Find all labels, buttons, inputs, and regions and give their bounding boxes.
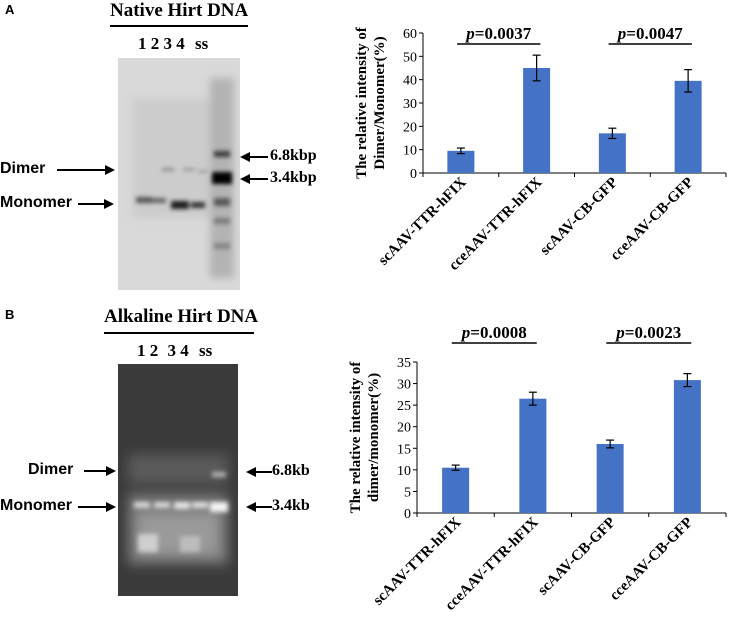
y-axis-label: The relative intensity of dimer/monomer(%…: [348, 361, 382, 514]
y-tick-label: 30: [403, 97, 417, 112]
bar: [442, 467, 470, 513]
p-value-label: p=0.0037: [464, 24, 531, 43]
marker-6-8kbp-label: 6.8kbp: [270, 147, 317, 164]
y-tick-label: 10: [397, 464, 411, 479]
lane-label: ss: [195, 34, 209, 53]
lane-label: 2: [150, 34, 160, 53]
lane-labels-native: 1 2 3 4 ss: [138, 34, 208, 54]
blot-title-alkaline: Alkaline Hirt DNA: [104, 306, 259, 327]
marker-arrow-icon: [240, 174, 268, 184]
blot-title-rule: [110, 25, 248, 27]
lane-label: 4: [176, 34, 185, 53]
blot-title-rule: [104, 332, 254, 334]
bar: [596, 443, 624, 513]
bar: [674, 80, 702, 173]
monomer-label: Monomer: [0, 194, 72, 211]
monomer-label: Monomer: [0, 497, 72, 514]
y-axis-label-line: The relative intensity of: [354, 26, 370, 179]
p-value-label: p=0.0047: [616, 24, 683, 43]
dimer-label: Dimer: [28, 461, 74, 478]
bar-chart-dimer-monomer-native: 0102030405060scAAV-TTR-hFIXcceAAV-TTR-hF…: [354, 24, 727, 274]
lane-label: ss: [199, 341, 213, 360]
lane-label: 3: [167, 341, 177, 360]
lane-label: 1: [138, 34, 147, 53]
bar: [673, 380, 701, 513]
monomer-arrow-icon: [78, 199, 114, 209]
y-tick-label: 40: [403, 74, 417, 89]
x-category-label: scAAV-CB-GFP: [537, 175, 621, 259]
y-axis-label-line: Dimer/Monomer(%): [372, 36, 388, 169]
native-blot-image: [118, 58, 240, 290]
y-axis-label: The relative intensity of Dimer/Monomer(%…: [354, 26, 388, 179]
monomer-arrow-icon: [78, 502, 116, 512]
marker-arrow-icon: [246, 467, 272, 477]
y-tick-label: 50: [403, 50, 417, 65]
dimer-label: Dimer: [0, 160, 46, 177]
dimer-arrow-icon: [57, 165, 115, 175]
alkaline-gel-image: [118, 364, 238, 596]
y-tick-label: 60: [403, 27, 417, 42]
marker-arrow-icon: [246, 502, 272, 512]
y-tick-label: 5: [404, 485, 411, 500]
marker-3-4kb-label: 3.4kb: [272, 497, 310, 514]
lane-label: 2: [149, 341, 159, 360]
x-category-label: cceAAV-CB-GFP: [608, 175, 697, 264]
bar: [598, 133, 626, 173]
lane-labels-alkaline: 1 2 3 4 ss: [137, 341, 212, 361]
marker-6-8kb-label: 6.8kb: [272, 462, 310, 479]
y-tick-label: 0: [404, 507, 411, 522]
y-tick-label: 0: [410, 167, 417, 182]
p-value-label: p=0.0023: [614, 323, 681, 342]
y-axis-label-line: dimer/monomer(%): [366, 373, 382, 502]
bar: [447, 150, 475, 173]
y-tick-label: 30: [397, 378, 411, 393]
bar: [523, 68, 551, 173]
y-tick-label: 35: [397, 356, 411, 371]
y-axis-label-line: The relative intensity of: [348, 361, 364, 514]
y-tick-label: 10: [403, 144, 417, 159]
dimer-arrow-icon: [84, 466, 116, 476]
panel-letter-a: A: [5, 2, 15, 17]
panel-letter-b: B: [5, 307, 15, 322]
lane-label: 1: [137, 341, 146, 360]
lane-label: 3: [163, 34, 173, 53]
x-category-label: scAAV-CB-GFP: [535, 515, 619, 599]
y-tick-label: 20: [403, 120, 417, 135]
marker-arrow-icon: [240, 152, 268, 162]
y-tick-label: 25: [397, 399, 411, 414]
p-value-label: p=0.0008: [460, 323, 527, 342]
bar: [519, 398, 547, 513]
lane-label: 4: [180, 341, 189, 360]
y-tick-label: 20: [397, 421, 411, 436]
x-category-label: cceAAV-CB-GFP: [607, 515, 696, 604]
marker-3-4kbp-label: 3.4kbp: [270, 169, 317, 186]
y-tick-label: 15: [397, 442, 411, 457]
blot-title-native: Native Hirt DNA: [110, 0, 249, 21]
bar-chart-dimer-monomer-alkaline: 05101520253035scAAV-TTR-hFIXcceAAV-TTR-h…: [348, 323, 727, 614]
